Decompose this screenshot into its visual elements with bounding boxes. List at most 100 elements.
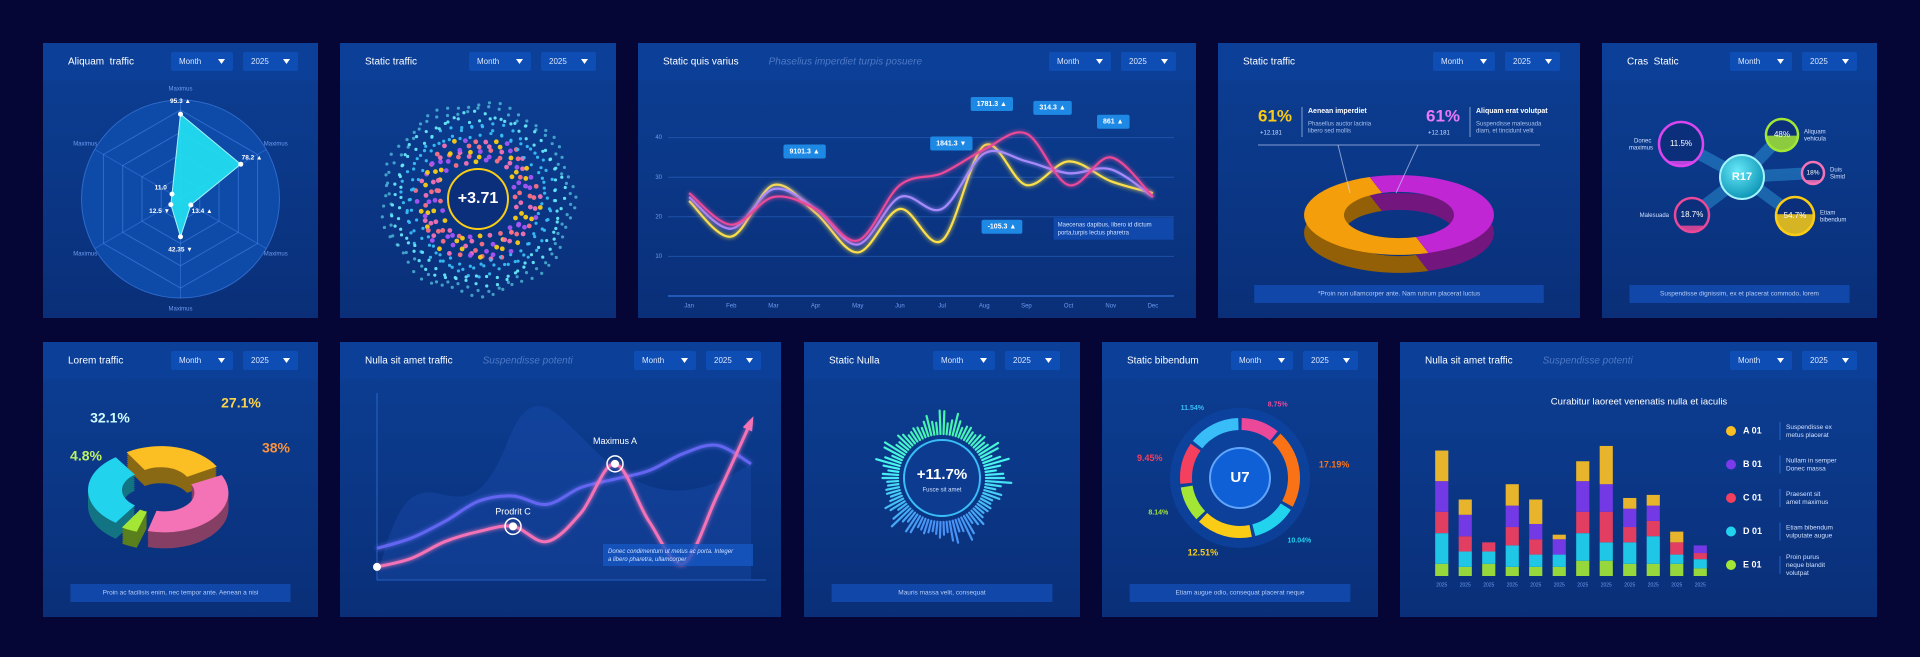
value-label: 4.8% [70,448,102,464]
dropdown-box[interactable] [243,52,298,71]
dropdown-box[interactable] [1121,52,1176,71]
dropdown-label[interactable]: Month [941,356,963,365]
dot [555,209,559,213]
dropdown-box[interactable] [541,52,596,71]
dot [470,293,474,297]
dropdown-label[interactable]: Month [1057,57,1079,66]
dropdown-label[interactable]: Month [179,57,201,66]
dropdown-box[interactable] [1730,52,1792,71]
dropdown[interactable]: 2025 [1505,52,1560,71]
dropdown[interactable]: Month [1730,52,1792,71]
dropdown[interactable]: Month [1049,52,1111,71]
dropdown-box[interactable] [171,52,233,71]
dropdown[interactable]: 2025 [541,52,596,71]
dropdown-arrow[interactable] [1842,358,1849,363]
dot [445,234,451,239]
dropdown-label[interactable]: Month [1239,356,1261,365]
dropdown-label[interactable]: 2025 [714,356,732,365]
dropdown-box[interactable] [171,351,233,370]
dropdown-box[interactable] [469,52,531,71]
dropdown[interactable]: Month [1433,52,1495,71]
dropdown[interactable]: 2025 [1005,351,1060,370]
dot [477,119,482,123]
dropdown[interactable]: Month [171,351,233,370]
text-line: vehicula [1804,136,1827,142]
dropdown-arrow[interactable] [1545,59,1552,64]
dropdown[interactable]: 2025 [1303,351,1358,370]
dot [490,241,496,247]
dropdown[interactable]: 2025 [1121,52,1176,71]
dropdown-arrow[interactable] [681,358,688,363]
dropdown[interactable]: 2025 [243,351,298,370]
dropdown-arrow[interactable] [218,358,225,363]
dot [547,263,551,267]
dropdown-label[interactable]: 2025 [549,57,567,66]
dot [497,144,503,150]
dot [516,147,520,152]
dropdown-arrow[interactable] [1045,358,1052,363]
dot [389,212,393,216]
dropdown[interactable]: 2025 [1802,351,1857,370]
dropdown-label[interactable]: Month [1738,57,1760,66]
dropdown-label[interactable]: 2025 [1810,356,1828,365]
dropdown-label[interactable]: 2025 [1513,57,1531,66]
note-box [1053,217,1174,240]
dropdown-box[interactable] [1005,351,1060,370]
gauge-tick [927,519,933,534]
dropdown-label[interactable]: Month [642,356,664,365]
dot [527,185,533,191]
dropdown-box[interactable] [933,351,995,370]
dropdown-arrow[interactable] [1842,59,1849,64]
dropdown-label[interactable]: 2025 [1311,356,1329,365]
dropdown-arrow[interactable] [1161,59,1168,64]
dot [487,232,493,238]
dot [558,245,562,249]
dropdown-box[interactable] [1505,52,1560,71]
dropdown[interactable]: Month [1231,351,1293,370]
dot [412,161,417,166]
dropdown[interactable]: Month [634,351,696,370]
dropdown-box[interactable] [1730,351,1792,370]
dropdown-box[interactable] [1433,52,1495,71]
dropdown[interactable]: 2025 [243,52,298,71]
dropdown[interactable]: Month [171,52,233,71]
dropdown-label[interactable]: 2025 [251,356,269,365]
dropdown-arrow[interactable] [980,358,987,363]
dropdown[interactable]: Month [469,52,531,71]
dropdown[interactable]: 2025 [706,351,761,370]
bar-segment [1458,514,1472,537]
dropdown-arrow[interactable] [1777,59,1784,64]
dropdown-label[interactable]: Month [1738,356,1760,365]
dropdown-box[interactable] [1802,351,1857,370]
dropdown-box[interactable] [706,351,761,370]
dropdown[interactable]: Month [933,351,995,370]
dropdown-box[interactable] [1049,52,1111,71]
dropdown-label[interactable]: 2025 [1013,356,1031,365]
dropdown-arrow[interactable] [218,59,225,64]
dropdown-arrow[interactable] [581,59,588,64]
dropdown-arrow[interactable] [1343,358,1350,363]
dropdown-arrow[interactable] [1278,358,1285,363]
dropdown-box[interactable] [1303,351,1358,370]
marker-halo [606,455,624,473]
dropdown-box[interactable] [1802,52,1857,71]
dropdown-label[interactable]: Month [477,57,499,66]
dropdown-label[interactable]: Month [179,356,201,365]
dropdown[interactable]: Month [1730,351,1792,370]
dropdown-arrow[interactable] [1777,358,1784,363]
dropdown-box[interactable] [1231,351,1293,370]
dropdown-box[interactable] [634,351,696,370]
dropdown-label[interactable]: 2025 [251,57,269,66]
dropdown-arrow[interactable] [283,358,290,363]
dropdown-arrow[interactable] [1480,59,1487,64]
dropdown-label[interactable]: Month [1441,57,1463,66]
dropdown-arrow[interactable] [283,59,290,64]
dropdown[interactable]: 2025 [1802,52,1857,71]
dropdown-arrow[interactable] [746,358,753,363]
dropdown-arrow[interactable] [1096,59,1103,64]
dropdown-label[interactable]: 2025 [1129,57,1147,66]
dropdown-box[interactable] [243,351,298,370]
dropdown-label[interactable]: 2025 [1810,57,1828,66]
gauge-tick [948,419,954,436]
dropdown-arrow[interactable] [516,59,523,64]
